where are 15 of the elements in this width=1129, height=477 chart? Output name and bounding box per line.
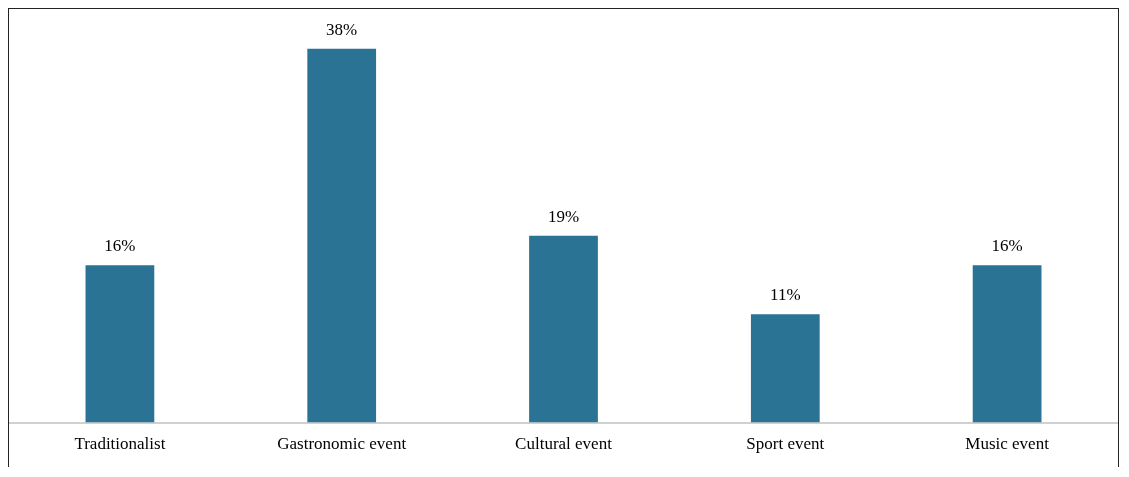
- x-tick-label: Cultural event: [515, 434, 613, 454]
- data-label: 16%: [991, 236, 1023, 256]
- bar: [529, 235, 598, 423]
- bar: [972, 265, 1042, 423]
- x-tick-label: Traditionalist: [74, 434, 166, 454]
- bar: [750, 314, 820, 423]
- data-label: 11%: [770, 285, 801, 305]
- bar: [307, 48, 377, 423]
- x-tick-label: Sport event: [746, 434, 825, 454]
- data-label: 16%: [104, 236, 136, 256]
- bar: [85, 265, 155, 423]
- data-label: 38%: [326, 19, 358, 39]
- x-tick-label: Music event: [965, 434, 1050, 454]
- x-tick-label: Gastronomic event: [277, 434, 407, 454]
- data-label: 19%: [547, 206, 580, 226]
